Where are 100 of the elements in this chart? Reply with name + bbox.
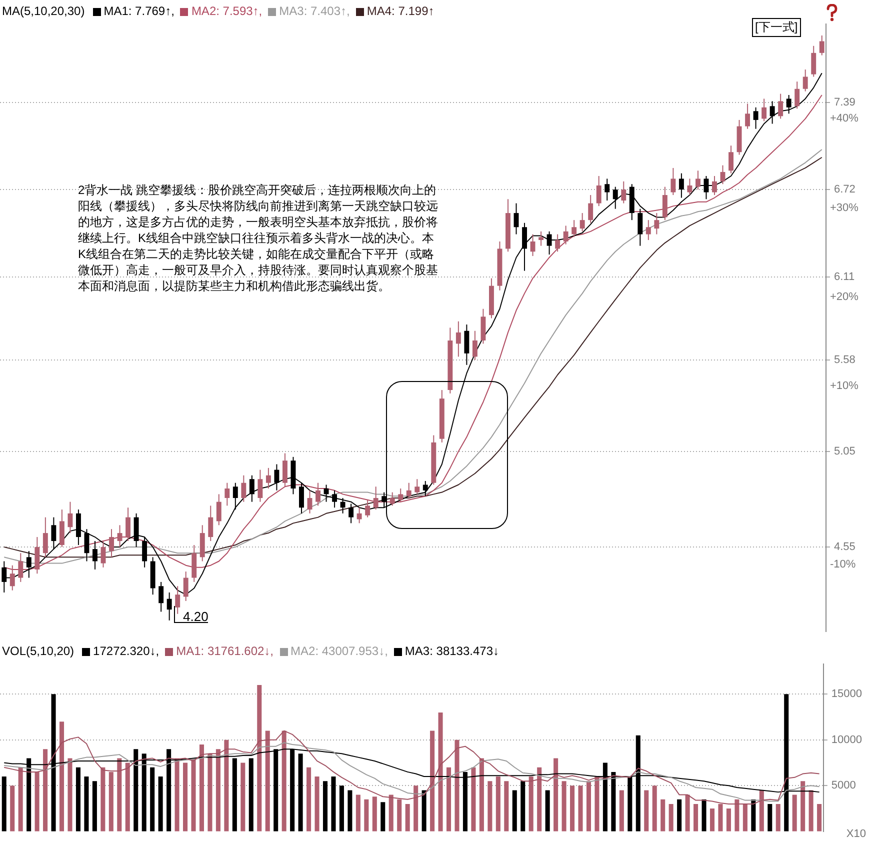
bar [660,799,666,832]
bar [248,758,254,832]
bar [759,790,764,832]
legend-label: MA2: 43007.953↓, [290,644,388,658]
candlestick [216,494,222,526]
bar [512,790,517,832]
candlestick [530,234,536,257]
bar [471,767,476,832]
candlestick [770,100,775,124]
candlestick [472,330,478,360]
candlestick [299,482,304,514]
bar [372,796,377,832]
bar [208,754,212,832]
bar [792,794,797,832]
candlestick [142,536,148,568]
candlestick [134,512,139,548]
candlestick [704,176,709,200]
candlestick [670,167,676,196]
y-tick-label: 5.58 [834,354,856,366]
candlestick [563,225,568,245]
legend-title: VOL(5,10,20) [2,644,74,658]
candlestick [802,69,808,92]
candlestick [654,212,660,235]
legend-label: MA1: 7.769↑, [102,4,174,18]
candlestick [762,98,767,122]
candlestick [580,212,585,232]
candlestick [720,164,726,185]
candlestick [687,178,692,196]
bar [191,758,196,832]
candlestick [340,498,346,514]
candlestick [266,467,271,490]
bar [216,749,220,832]
legend-label: MA4: 7.199↑ [366,4,434,18]
bar [68,758,72,832]
bar [380,802,386,832]
bar [158,776,163,832]
bar [808,790,814,832]
bar [446,767,452,832]
candlestick [51,516,56,550]
bar [578,786,583,832]
candlestick [274,464,280,491]
bar [224,740,229,832]
y-tick-label: 6.72 [834,184,856,196]
bar [619,790,624,832]
candlestick [604,178,610,202]
y2-tick-label: +40% [830,112,859,125]
bar [240,762,246,832]
candlestick [126,507,131,542]
bar [348,790,352,832]
bar [652,786,657,832]
annotation: 4.20 [174,606,208,624]
candlestick [84,528,90,562]
bar [586,781,592,832]
bar [397,799,402,832]
candlestick [414,478,420,495]
bar [100,767,106,832]
y2-tick-label: +10% [830,380,859,392]
bar [430,730,435,832]
y-tick-label: 5.05 [834,445,856,458]
candlestick [34,536,40,574]
bar [545,790,550,832]
y2-tick-label: -10% [830,558,856,571]
candlestick [10,564,15,591]
bar [734,799,740,832]
bar [710,808,715,832]
candlestick [514,202,519,235]
bar [2,776,6,832]
candlestick [241,474,246,502]
candlestick [365,499,370,518]
candlestick [745,103,750,130]
bar [718,804,723,832]
candlestick [68,501,73,534]
bar [488,781,492,832]
bar [174,758,180,832]
bar [694,804,698,832]
bar [594,776,600,832]
legend-label: 17272.320↓, [92,644,160,658]
bar [454,740,460,832]
candlestick [538,230,544,246]
bar [356,794,360,832]
candlestick [59,509,64,548]
bar [183,762,188,832]
candlestick [18,552,24,582]
candlestick [390,492,395,506]
candlestick [398,488,404,502]
candlestick [464,324,470,366]
candlestick [332,490,338,508]
legend-title: MA(5,10,20,30) [2,4,85,18]
candlestick [522,222,527,272]
bar [18,767,23,832]
bar [554,758,558,832]
candlestick [316,482,320,506]
bar [10,786,15,832]
y-tick-label: 7.39 [834,96,856,108]
candlestick [158,581,164,612]
bar [388,794,394,832]
candlestick [76,509,81,546]
y-tick-label: 15000 [831,688,862,700]
candlestick [794,81,800,110]
bar [314,776,320,832]
